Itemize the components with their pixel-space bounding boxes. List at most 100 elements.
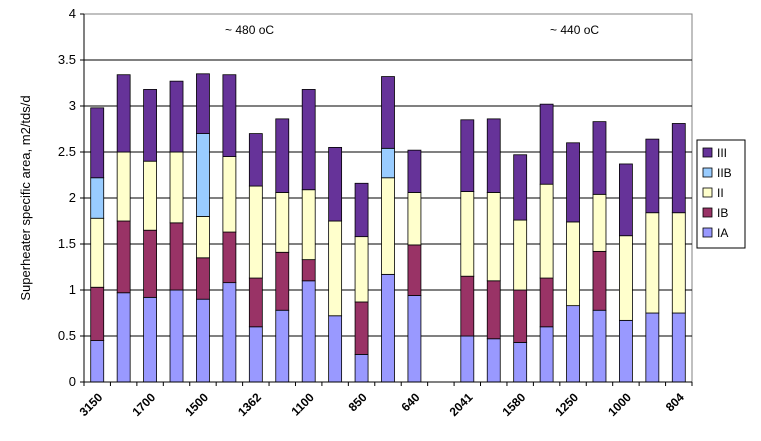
x-tick-label: 1100 bbox=[288, 390, 317, 419]
bar-segment-III bbox=[460, 119, 475, 192]
bar-segment-II bbox=[196, 215, 210, 259]
bar-segment-II bbox=[354, 236, 369, 303]
bar-segment-III bbox=[301, 89, 316, 191]
bar-segment-II bbox=[381, 177, 395, 275]
bar-segment-IA bbox=[592, 309, 607, 383]
x-tick-label: 640 bbox=[398, 390, 422, 414]
bar-segment-IA bbox=[619, 319, 633, 383]
bar-segment-IA bbox=[671, 312, 686, 383]
bar-segment-IB bbox=[301, 259, 316, 282]
x-tick-label: 850 bbox=[346, 390, 370, 414]
bar-segment-II bbox=[619, 235, 633, 321]
bar-segment-IIB bbox=[196, 133, 210, 217]
y-tick-label: 1.5 bbox=[58, 236, 76, 251]
legend-label-II: II bbox=[717, 186, 724, 200]
bar-segment-IA bbox=[248, 326, 263, 383]
bar-segment-III bbox=[671, 123, 686, 214]
y-axis: 0 0.5 1 1.5 2 2.5 3 3.5 4 bbox=[58, 6, 85, 389]
bar-segment-II bbox=[275, 192, 290, 253]
bar-segment-IA bbox=[222, 282, 237, 383]
bar-segment-III bbox=[539, 103, 554, 185]
bar-segment-II bbox=[486, 192, 501, 282]
bar-segment-IA bbox=[301, 280, 316, 383]
bar-segment-III bbox=[407, 149, 422, 193]
bar-segment-III bbox=[486, 118, 501, 193]
bar-segment-IA bbox=[275, 309, 290, 383]
legend-label-IB: IB bbox=[717, 206, 728, 220]
bar-segment-II bbox=[116, 151, 131, 222]
bar-segment-IB bbox=[248, 277, 263, 328]
bar-segment-II bbox=[460, 191, 475, 277]
bar-segment-IB bbox=[275, 251, 290, 311]
x-tick-label: 1700 bbox=[129, 390, 158, 419]
legend: III IIB II IB IA bbox=[696, 139, 746, 249]
bar-segment-IB bbox=[592, 250, 607, 311]
bar-segment-IA bbox=[645, 312, 660, 383]
bar-segment-III bbox=[248, 133, 263, 187]
bar-segment-III bbox=[592, 121, 607, 195]
bar-segment-IIB bbox=[90, 177, 105, 219]
bar-segment-III bbox=[90, 107, 105, 179]
x-tick-label: 804 bbox=[663, 390, 687, 414]
x-tick-label: 1000 bbox=[605, 390, 634, 419]
x-tick-label: 3150 bbox=[77, 390, 106, 419]
bar-segment-II bbox=[645, 212, 660, 314]
bar-segment-IA bbox=[407, 295, 422, 383]
bar-segment-IB bbox=[90, 286, 105, 341]
bar-segment-III bbox=[222, 74, 237, 157]
bar-segment-IA bbox=[566, 305, 580, 383]
legend-swatch-IB bbox=[702, 207, 713, 218]
legend-label-III: III bbox=[717, 146, 727, 160]
legend-swatch-III bbox=[702, 147, 713, 158]
bar-segment-II bbox=[143, 160, 157, 231]
x-tick-label: 1250 bbox=[552, 390, 581, 419]
annotation-440: ~ 440 oC bbox=[550, 23, 599, 37]
bar-segment-IA bbox=[354, 353, 369, 383]
x-tick-label: 1362 bbox=[235, 390, 264, 419]
bar-segment-IA bbox=[169, 289, 184, 383]
legend-swatch-IA bbox=[702, 227, 713, 238]
x-tick-label: 1500 bbox=[182, 390, 211, 419]
bar-segment-II bbox=[539, 183, 554, 279]
bar-segment-IB bbox=[539, 277, 554, 328]
bar-segment-III bbox=[354, 182, 369, 238]
bar-segment-IA bbox=[90, 340, 105, 383]
bar-segment-II bbox=[248, 185, 263, 279]
bar-segment-IB bbox=[169, 222, 184, 291]
bar-segment-IA bbox=[328, 315, 343, 383]
y-tick-label: 4 bbox=[69, 6, 76, 21]
legend-swatch-IIB bbox=[702, 167, 713, 178]
bar-segment-II bbox=[222, 156, 237, 233]
bar-segment-II bbox=[90, 217, 105, 288]
bar-segment-IIB bbox=[381, 147, 395, 179]
bar-segment-IB bbox=[513, 289, 528, 343]
y-tick-label: 0 bbox=[69, 374, 76, 389]
bar-segment-IB bbox=[407, 244, 422, 296]
legend-label-IA: IA bbox=[717, 226, 728, 240]
bar-segment-III bbox=[566, 142, 580, 223]
annotations: ~ 480 oC ~ 440 oC bbox=[225, 23, 599, 37]
bar-segment-IB bbox=[222, 231, 237, 284]
bar-segment-IA bbox=[196, 298, 210, 383]
legend-label-IIB: IIB bbox=[717, 166, 732, 180]
bar-segment-IB bbox=[486, 280, 501, 340]
bar-segment-III bbox=[513, 154, 528, 221]
y-tick-label: 3.5 bbox=[58, 52, 76, 67]
annotation-480: ~ 480 oC bbox=[225, 23, 274, 37]
bar-segment-III bbox=[116, 74, 131, 153]
bar-segment-III bbox=[645, 138, 660, 214]
y-tick-label: 2.5 bbox=[58, 144, 76, 159]
bar-segment-IB bbox=[196, 257, 210, 300]
x-axis: 3150 1700 1500 1362 1100 850 640 2041 1580 1250 10… bbox=[77, 381, 693, 419]
bar-segment-IA bbox=[381, 273, 395, 383]
y-axis-title: Superheater specific area, m2/tds/d bbox=[18, 95, 33, 300]
bar-segment-II bbox=[671, 212, 686, 314]
bar-segment-IA bbox=[486, 338, 501, 383]
bar-segment-III bbox=[143, 89, 157, 162]
bar-segment-II bbox=[566, 221, 580, 307]
bar-segment-IA bbox=[460, 335, 475, 383]
bar-segment-IA bbox=[539, 326, 554, 383]
x-tick-label: 2041 bbox=[447, 390, 476, 419]
bar-segment-IA bbox=[116, 292, 131, 383]
